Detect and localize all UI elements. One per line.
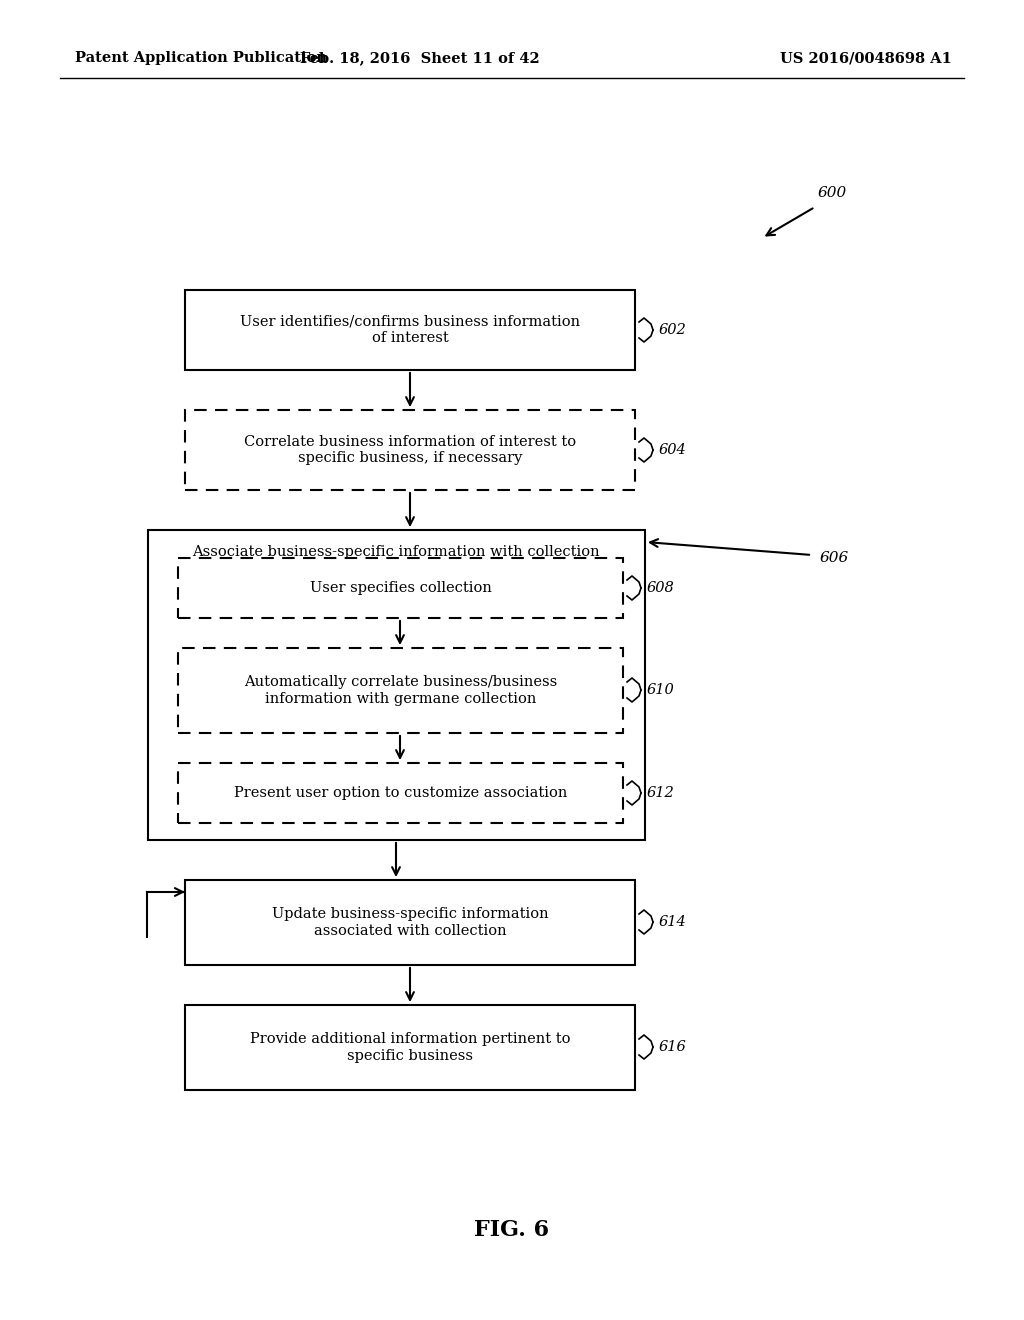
Bar [185,1005,635,1090]
Text: Associate business-specific information with collection: Associate business-specific information … [193,545,600,558]
Text: 610: 610 [647,682,675,697]
Text: 612: 612 [647,785,675,800]
Bar [178,558,623,618]
Bar [185,411,635,490]
Text: User specifies collection: User specifies collection [309,581,492,595]
Text: 606: 606 [820,550,849,565]
Text: US 2016/0048698 A1: US 2016/0048698 A1 [780,51,952,65]
Bar [185,880,635,965]
Text: Correlate business information of interest to
specific business, if necessary: Correlate business information of intere… [244,434,577,465]
Text: Automatically correlate business/business
information with germane collection: Automatically correlate business/busines… [244,676,557,706]
Text: User identifies/confirms business information
of interest: User identifies/confirms business inform… [240,315,580,345]
Bar [148,531,645,840]
Text: Provide additional information pertinent to
specific business: Provide additional information pertinent… [250,1032,570,1063]
Text: 616: 616 [659,1040,687,1053]
Text: 600: 600 [818,186,847,201]
Text: 608: 608 [647,581,675,595]
Bar [178,763,623,822]
Text: Present user option to customize association: Present user option to customize associa… [233,785,567,800]
Bar [185,290,635,370]
Text: 604: 604 [659,444,687,457]
Text: 602: 602 [659,323,687,337]
Text: FIG. 6: FIG. 6 [474,1218,550,1241]
Text: Patent Application Publication: Patent Application Publication [75,51,327,65]
Bar [178,648,623,733]
Text: Update business-specific information
associated with collection: Update business-specific information ass… [271,907,548,937]
Text: 614: 614 [659,915,687,929]
Text: Feb. 18, 2016  Sheet 11 of 42: Feb. 18, 2016 Sheet 11 of 42 [300,51,540,65]
